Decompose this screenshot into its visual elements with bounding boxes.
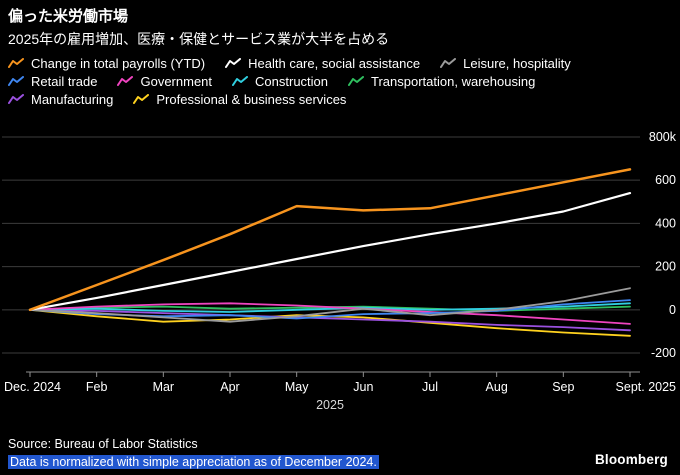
bloomberg-logo: Bloomberg xyxy=(594,452,668,467)
x-axis-caption: 2025 xyxy=(316,398,344,412)
series-line xyxy=(28,191,632,311)
legend-item: Health care, social assistance xyxy=(225,56,420,71)
data-note: Data is normalized with simple appreciat… xyxy=(8,454,379,469)
x-tick-label: May xyxy=(285,380,309,394)
legend-item: Change in total payrolls (YTD) xyxy=(8,56,205,71)
page-subtitle: 2025年の雇用増加、医療・保健とサービス業が大半を占める xyxy=(8,31,390,47)
series-marker-icon xyxy=(8,94,24,104)
x-tick-label: Mar xyxy=(153,380,175,394)
source-note: Source: Bureau of Labor Statistics xyxy=(8,437,198,451)
x-tick-label: Jun xyxy=(353,380,373,394)
series-line xyxy=(29,287,631,323)
series-line xyxy=(29,308,631,337)
legend-item: Transportation, warehousing xyxy=(348,74,535,89)
y-tick-label: 400 xyxy=(655,216,676,230)
legend-item: Retail trade xyxy=(8,74,97,89)
legend-item: Manufacturing xyxy=(8,92,113,107)
x-tick-label: Feb xyxy=(86,380,108,394)
legend-label: Construction xyxy=(255,74,329,89)
x-tick-label: Sep xyxy=(552,380,574,394)
page-title: 偏った米労働市場 xyxy=(8,8,129,25)
series-marker-icon xyxy=(225,58,242,68)
y-tick-label: 200 xyxy=(655,260,676,274)
line-chart: 800k 600 400 200 0 -200 Dec. 2024 Feb Mar Apr May J… xyxy=(2,130,677,412)
legend-item: Construction xyxy=(232,74,328,89)
series-marker-icon xyxy=(133,94,150,104)
legend-label: Transportation, warehousing xyxy=(371,74,536,89)
legend-row: Change in total payrolls (YTD) Health car… xyxy=(8,56,672,71)
series-marker-icon xyxy=(348,76,365,86)
legend-label: Manufacturing xyxy=(31,92,114,107)
legend-row: Retail trade Government Construction Transp… xyxy=(8,74,672,89)
legend-label: Health care, social assistance xyxy=(248,56,421,71)
x-tick-label: Sept. 2025 xyxy=(616,380,677,394)
series-line xyxy=(28,168,632,312)
chart-card: 偏った米労働市場 2025年の雇用増加、医療・保健とサービス業が大半を占める C… xyxy=(0,7,680,469)
y-tick-label: 0 xyxy=(669,303,676,317)
legend-label: Government xyxy=(140,74,213,89)
y-tick-label: -200 xyxy=(651,346,676,360)
series-marker-icon xyxy=(440,58,457,68)
legend: Change in total payrolls (YTD) Health car… xyxy=(8,56,672,107)
series-marker-icon xyxy=(232,76,249,86)
legend-row: Manufacturing Professional & business ser… xyxy=(8,92,672,107)
y-tick-label: 800k xyxy=(649,130,677,144)
legend-label: Leisure, hospitality xyxy=(463,56,571,71)
series-line xyxy=(29,308,631,332)
legend-item: Professional & business services xyxy=(133,92,346,107)
series-marker-icon xyxy=(8,58,24,68)
legend-label: Professional & business services xyxy=(156,92,347,107)
series-marker-icon xyxy=(8,76,24,86)
legend-item: Leisure, hospitality xyxy=(440,56,571,71)
legend-label: Retail trade xyxy=(31,74,98,89)
legend-label: Change in total payrolls (YTD) xyxy=(31,56,206,71)
footer: Source: Bureau of Labor Statistics Data … xyxy=(8,436,379,471)
x-tick-label: Aug xyxy=(486,380,508,394)
x-tick-label: Apr xyxy=(220,380,239,394)
x-tick-label: Dec. 2024 xyxy=(4,380,61,394)
series-marker-icon xyxy=(117,76,134,86)
legend-item: Government xyxy=(117,74,212,89)
series-line xyxy=(29,302,631,325)
x-tick-label: Jul xyxy=(422,380,438,394)
y-tick-label: 600 xyxy=(655,173,676,187)
